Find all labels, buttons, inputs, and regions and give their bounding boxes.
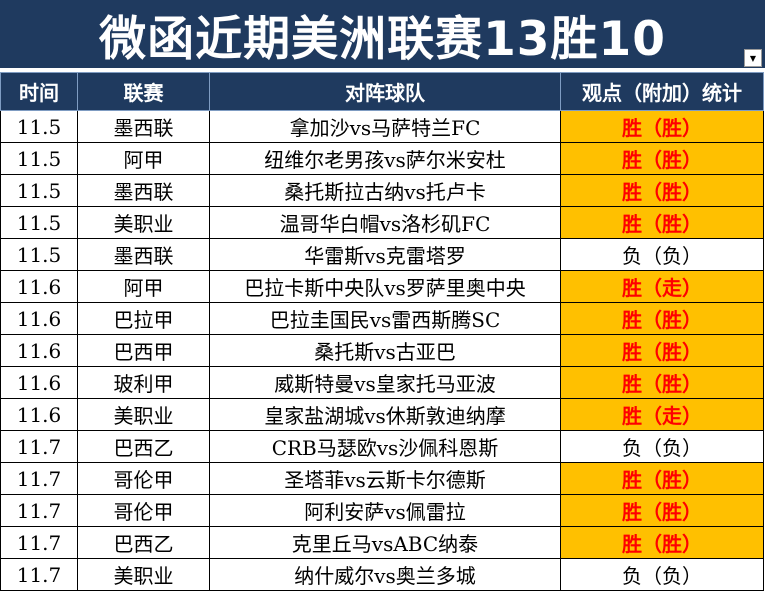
header-stat[interactable]: 观点（附加）统计 bbox=[560, 72, 764, 111]
match-cell[interactable]: 皇家盐湖城vs休斯敦迪纳摩 bbox=[209, 398, 561, 431]
match-cell[interactable]: 温哥华白帽vs洛杉矶FC bbox=[209, 206, 561, 239]
stat-cell[interactable]: 胜（胜） bbox=[560, 302, 764, 335]
stat-cell[interactable]: 胜（胜） bbox=[560, 494, 764, 527]
league-cell[interactable]: 阿甲 bbox=[77, 142, 210, 175]
league-cell[interactable]: 哥伦甲 bbox=[77, 494, 210, 527]
table-row: 11.7 巴西乙 克里丘马vsABC纳泰 胜（胜） bbox=[0, 526, 764, 559]
table-row: 11.6 阿甲 巴拉卡斯中央队vs罗萨里奥中央 胜（走） bbox=[0, 270, 764, 303]
match-cell[interactable]: 纳什威尔vs奥兰多城 bbox=[209, 558, 561, 591]
match-cell[interactable]: 桑托斯vs古亚巴 bbox=[209, 334, 561, 367]
match-cell[interactable]: 阿利安萨vs佩雷拉 bbox=[209, 494, 561, 527]
league-cell[interactable]: 美职业 bbox=[77, 558, 210, 591]
league-cell[interactable]: 墨西联 bbox=[77, 110, 210, 143]
stat-cell[interactable]: 胜（胜） bbox=[560, 526, 764, 559]
league-cell[interactable]: 墨西联 bbox=[77, 238, 210, 271]
date-cell[interactable]: 11.5 bbox=[0, 238, 78, 271]
stat-cell[interactable]: 胜（胜） bbox=[560, 462, 764, 495]
match-cell[interactable]: 纽维尔老男孩vs萨尔米安杜 bbox=[209, 142, 561, 175]
match-cell[interactable]: 拿加沙vs马萨特兰FC bbox=[209, 110, 561, 143]
league-cell[interactable]: 巴西乙 bbox=[77, 526, 210, 559]
match-cell[interactable]: 巴拉圭国民vs雷西斯腾SC bbox=[209, 302, 561, 335]
stat-cell[interactable]: 胜（胜） bbox=[560, 206, 764, 239]
header-row: 时间 联赛 对阵球队 观点（附加）统计 bbox=[0, 72, 764, 111]
filter-dropdown-icon[interactable]: ▼ bbox=[744, 49, 762, 67]
league-cell[interactable]: 美职业 bbox=[77, 206, 210, 239]
stat-cell[interactable]: 胜（走） bbox=[560, 270, 764, 303]
date-cell[interactable]: 11.7 bbox=[0, 430, 78, 463]
stat-cell[interactable]: 胜（胜） bbox=[560, 142, 764, 175]
date-cell[interactable]: 11.7 bbox=[0, 462, 78, 495]
league-cell[interactable]: 巴拉甲 bbox=[77, 302, 210, 335]
table-row: 11.7 巴西乙 CRB马瑟欧vs沙佩科恩斯 负（负） bbox=[0, 430, 764, 463]
table-row: 11.6 巴拉甲 巴拉圭国民vs雷西斯腾SC 胜（胜） bbox=[0, 302, 764, 335]
header-match[interactable]: 对阵球队 bbox=[209, 72, 561, 111]
date-cell[interactable]: 11.6 bbox=[0, 302, 78, 335]
stat-cell[interactable]: 胜（胜） bbox=[560, 174, 764, 207]
match-cell[interactable]: 圣塔菲vs云斯卡尔德斯 bbox=[209, 462, 561, 495]
stat-cell[interactable]: 负（负） bbox=[560, 430, 764, 463]
match-cell[interactable]: 巴拉卡斯中央队vs罗萨里奥中央 bbox=[209, 270, 561, 303]
table-row: 11.5 阿甲 纽维尔老男孩vs萨尔米安杜 胜（胜） bbox=[0, 142, 764, 175]
stat-cell[interactable]: 胜（胜） bbox=[560, 366, 764, 399]
table-row: 11.5 墨西联 华雷斯vs克雷塔罗 负（负） bbox=[0, 238, 764, 271]
league-cell[interactable]: 玻利甲 bbox=[77, 366, 210, 399]
stat-cell[interactable]: 胜（胜） bbox=[560, 334, 764, 367]
date-cell[interactable]: 11.5 bbox=[0, 206, 78, 239]
table-row: 11.7 美职业 纳什威尔vs奥兰多城 负（负） bbox=[0, 558, 764, 591]
date-cell[interactable]: 11.6 bbox=[0, 270, 78, 303]
stat-cell[interactable]: 负（负） bbox=[560, 558, 764, 591]
header-league[interactable]: 联赛 bbox=[77, 72, 210, 111]
date-cell[interactable]: 11.5 bbox=[0, 142, 78, 175]
match-cell[interactable]: 桑托斯拉古纳vs托卢卡 bbox=[209, 174, 561, 207]
match-cell[interactable]: 威斯特曼vs皇家托马亚波 bbox=[209, 366, 561, 399]
date-cell[interactable]: 11.5 bbox=[0, 174, 78, 207]
stat-cell[interactable]: 胜（走） bbox=[560, 398, 764, 431]
date-cell[interactable]: 11.5 bbox=[0, 110, 78, 143]
league-cell[interactable]: 哥伦甲 bbox=[77, 462, 210, 495]
stat-cell[interactable]: 负（负） bbox=[560, 238, 764, 271]
date-cell[interactable]: 11.7 bbox=[0, 494, 78, 527]
league-cell[interactable]: 墨西联 bbox=[77, 174, 210, 207]
table-row: 11.5 美职业 温哥华白帽vs洛杉矶FC 胜（胜） bbox=[0, 206, 764, 239]
table-row: 11.7 哥伦甲 圣塔菲vs云斯卡尔德斯 胜（胜） bbox=[0, 462, 764, 495]
league-cell[interactable]: 巴西甲 bbox=[77, 334, 210, 367]
date-cell[interactable]: 11.6 bbox=[0, 334, 78, 367]
table-row: 11.6 美职业 皇家盐湖城vs休斯敦迪纳摩 胜（走） bbox=[0, 398, 764, 431]
stat-cell[interactable]: 胜（胜） bbox=[560, 110, 764, 143]
league-cell[interactable]: 巴西乙 bbox=[77, 430, 210, 463]
league-cell[interactable]: 阿甲 bbox=[77, 270, 210, 303]
date-cell[interactable]: 11.7 bbox=[0, 558, 78, 591]
match-cell[interactable]: 华雷斯vs克雷塔罗 bbox=[209, 238, 561, 271]
page-title: 微函近期美洲联赛13胜10 bbox=[0, 0, 765, 70]
date-cell[interactable]: 11.6 bbox=[0, 398, 78, 431]
date-cell[interactable]: 11.7 bbox=[0, 526, 78, 559]
match-cell[interactable]: CRB马瑟欧vs沙佩科恩斯 bbox=[209, 430, 561, 463]
results-table: 时间 联赛 对阵球队 观点（附加）统计 11.5 墨西联 拿加沙vs马萨特兰FC 胜（… bbox=[0, 72, 764, 591]
league-cell[interactable]: 美职业 bbox=[77, 398, 210, 431]
table-row: 11.6 巴西甲 桑托斯vs古亚巴 胜（胜） bbox=[0, 334, 764, 367]
table-row: 11.7 哥伦甲 阿利安萨vs佩雷拉 胜（胜） bbox=[0, 494, 764, 527]
match-cell[interactable]: 克里丘马vsABC纳泰 bbox=[209, 526, 561, 559]
table-row: 11.6 玻利甲 威斯特曼vs皇家托马亚波 胜（胜） bbox=[0, 366, 764, 399]
table-row: 11.5 墨西联 拿加沙vs马萨特兰FC 胜（胜） bbox=[0, 110, 764, 143]
header-date[interactable]: 时间 bbox=[0, 72, 78, 111]
date-cell[interactable]: 11.6 bbox=[0, 366, 78, 399]
table-row: 11.5 墨西联 桑托斯拉古纳vs托卢卡 胜（胜） bbox=[0, 174, 764, 207]
